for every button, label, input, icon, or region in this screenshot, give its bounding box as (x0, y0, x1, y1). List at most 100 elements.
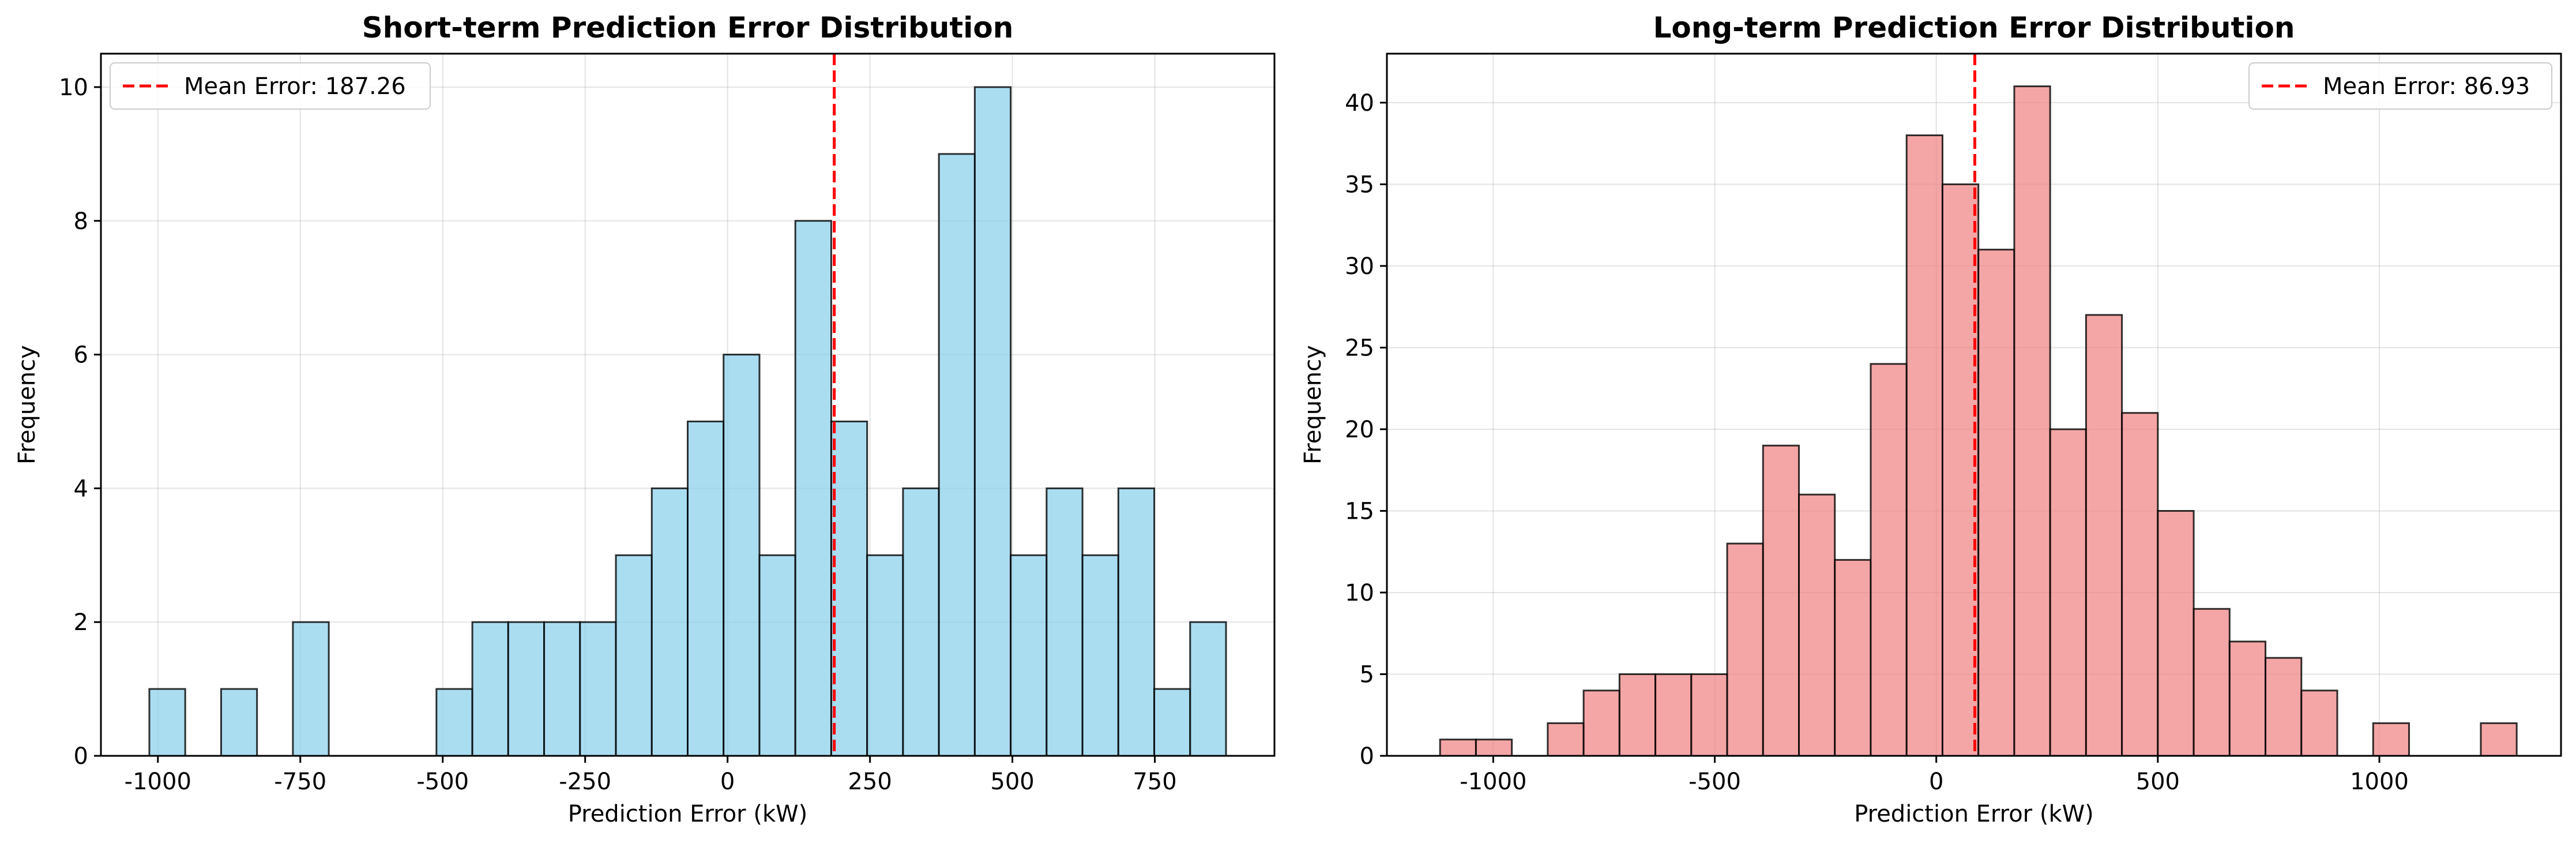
y-tick-label: 10 (1345, 580, 1374, 606)
legend-entry: Mean Error: 187.26 (184, 73, 406, 100)
histogram-bar (1905, 134, 1943, 757)
histogram-bar (902, 487, 940, 757)
histogram-bar (2265, 657, 2303, 757)
histogram-bar (471, 621, 509, 757)
chart-title: Long-term Prediction Error Distribution (1653, 11, 2295, 44)
x-tick-label: 500 (2136, 769, 2180, 795)
x-tick-label: -1000 (1460, 769, 1526, 795)
x-tick-label: 750 (1133, 769, 1176, 795)
x-tick-label: 1000 (2350, 769, 2409, 795)
histogram-bar (435, 688, 473, 757)
histogram-bar (1618, 673, 1657, 757)
x-tick-label: 0 (720, 769, 735, 795)
y-tick-label: 30 (1345, 253, 1374, 280)
y-tick-label: 10 (59, 74, 88, 101)
histogram-bar (1726, 542, 1764, 757)
histogram-bar (2121, 412, 2159, 757)
histogram-bar (794, 220, 832, 757)
histogram-bar (1189, 621, 1227, 757)
y-tick-label: 40 (1345, 90, 1374, 117)
histogram-bar (615, 554, 653, 757)
legend-box (2248, 62, 2552, 110)
histogram-bar (2372, 722, 2410, 757)
histogram-bar (1798, 493, 1836, 757)
legend-entry: Mean Error: 86.93 (2323, 73, 2530, 100)
y-tick-label: 8 (74, 208, 88, 235)
histogram-bar (1547, 722, 1585, 757)
legend-box (110, 62, 431, 110)
short-term-histogram: -1000 -750 -500 -250 0 250 500 750 0 2 4 6 8 10 Shor… (14, 11, 1276, 827)
histogram-bar (687, 420, 725, 757)
histogram-bar (1010, 554, 1048, 757)
histogram-bar (2480, 722, 2518, 757)
histogram-bar (1690, 673, 1728, 757)
y-tick-label: 0 (1360, 743, 1374, 770)
x-tick-label: -1000 (125, 769, 191, 795)
plot-frame (100, 53, 1276, 757)
y-tick-label: 2 (74, 609, 88, 636)
y-tick-label: 5 (1360, 661, 1374, 688)
histogram-bar (2300, 689, 2338, 757)
histogram-bar (650, 487, 689, 757)
histogram-bar (1654, 673, 1693, 757)
histogram-bar (830, 420, 868, 757)
histogram-bar (2049, 428, 2087, 757)
x-tick-label: 500 (990, 769, 1034, 795)
y-tick-label: 25 (1345, 335, 1374, 361)
histogram-bar (1439, 739, 1477, 757)
y-tick-label: 6 (74, 342, 88, 369)
y-tick-label: 20 (1345, 417, 1374, 443)
histogram-bar (1834, 559, 1872, 757)
x-ticks: -1000 -750 -500 -250 0 250 500 750 (125, 756, 1177, 795)
y-tick-label: 35 (1345, 171, 1374, 198)
bars (148, 86, 1227, 757)
histogram-bar (1582, 689, 1620, 757)
plot-frame (1386, 53, 2562, 757)
x-tick-label: -500 (416, 769, 469, 795)
legend: Mean Error: 187.26 (110, 62, 431, 110)
x-tick-label: -500 (1688, 769, 1741, 795)
y-tick-label: 4 (74, 475, 88, 502)
x-tick-label: 250 (848, 769, 892, 795)
y-ticks: 0 2 4 6 8 10 (59, 74, 101, 770)
histogram-bar (973, 86, 1012, 757)
histogram-bar (1870, 363, 1908, 757)
histogram-bar (1046, 487, 1084, 757)
histogram-bar (758, 554, 796, 757)
histogram-bar (1475, 739, 1513, 757)
histogram-bar (2228, 640, 2267, 757)
histogram-bar (2013, 85, 2051, 757)
histogram-bar (2193, 608, 2231, 757)
y-tick-label: 15 (1345, 498, 1374, 524)
y-axis-label: Frequency (14, 345, 40, 464)
bars (1439, 85, 2518, 757)
histogram-bar (1117, 487, 1156, 757)
y-axis-label: Frequency (1300, 345, 1326, 464)
y-tick-label: 0 (74, 743, 88, 770)
x-tick-label: 0 (1929, 769, 1943, 795)
histogram-bar (1762, 444, 1800, 757)
histogram-bar (292, 621, 330, 757)
histogram-bar (723, 354, 761, 757)
histogram-bar (1081, 554, 1119, 757)
x-tick-label: -750 (274, 769, 326, 795)
chart-title: Short-term Prediction Error Distribution (362, 11, 1014, 44)
x-axis-label: Prediction Error (kW) (568, 801, 808, 827)
x-tick-label: -250 (559, 769, 611, 795)
histogram-bar (1941, 183, 1980, 757)
y-ticks: 0 5 10 15 20 25 30 35 40 (1345, 90, 1387, 770)
legend: Mean Error: 86.93 (2248, 62, 2552, 110)
histogram-bar (1977, 249, 2015, 757)
histogram-bar (938, 153, 976, 757)
histogram-bar (148, 688, 186, 757)
histogram-bar (579, 621, 617, 757)
histogram-bar (543, 621, 581, 757)
x-ticks: -1000 -500 0 500 1000 (1460, 756, 2409, 795)
x-axis-label: Prediction Error (kW) (1854, 801, 2094, 827)
histogram-bar (220, 688, 258, 757)
histogram-bar (866, 554, 904, 757)
histogram-bar (2085, 314, 2123, 757)
long-term-histogram: -1000 -500 0 500 1000 0 5 10 15 20 25 30 35 40 Long-… (1300, 11, 2562, 827)
histogram-bar (1153, 688, 1191, 757)
